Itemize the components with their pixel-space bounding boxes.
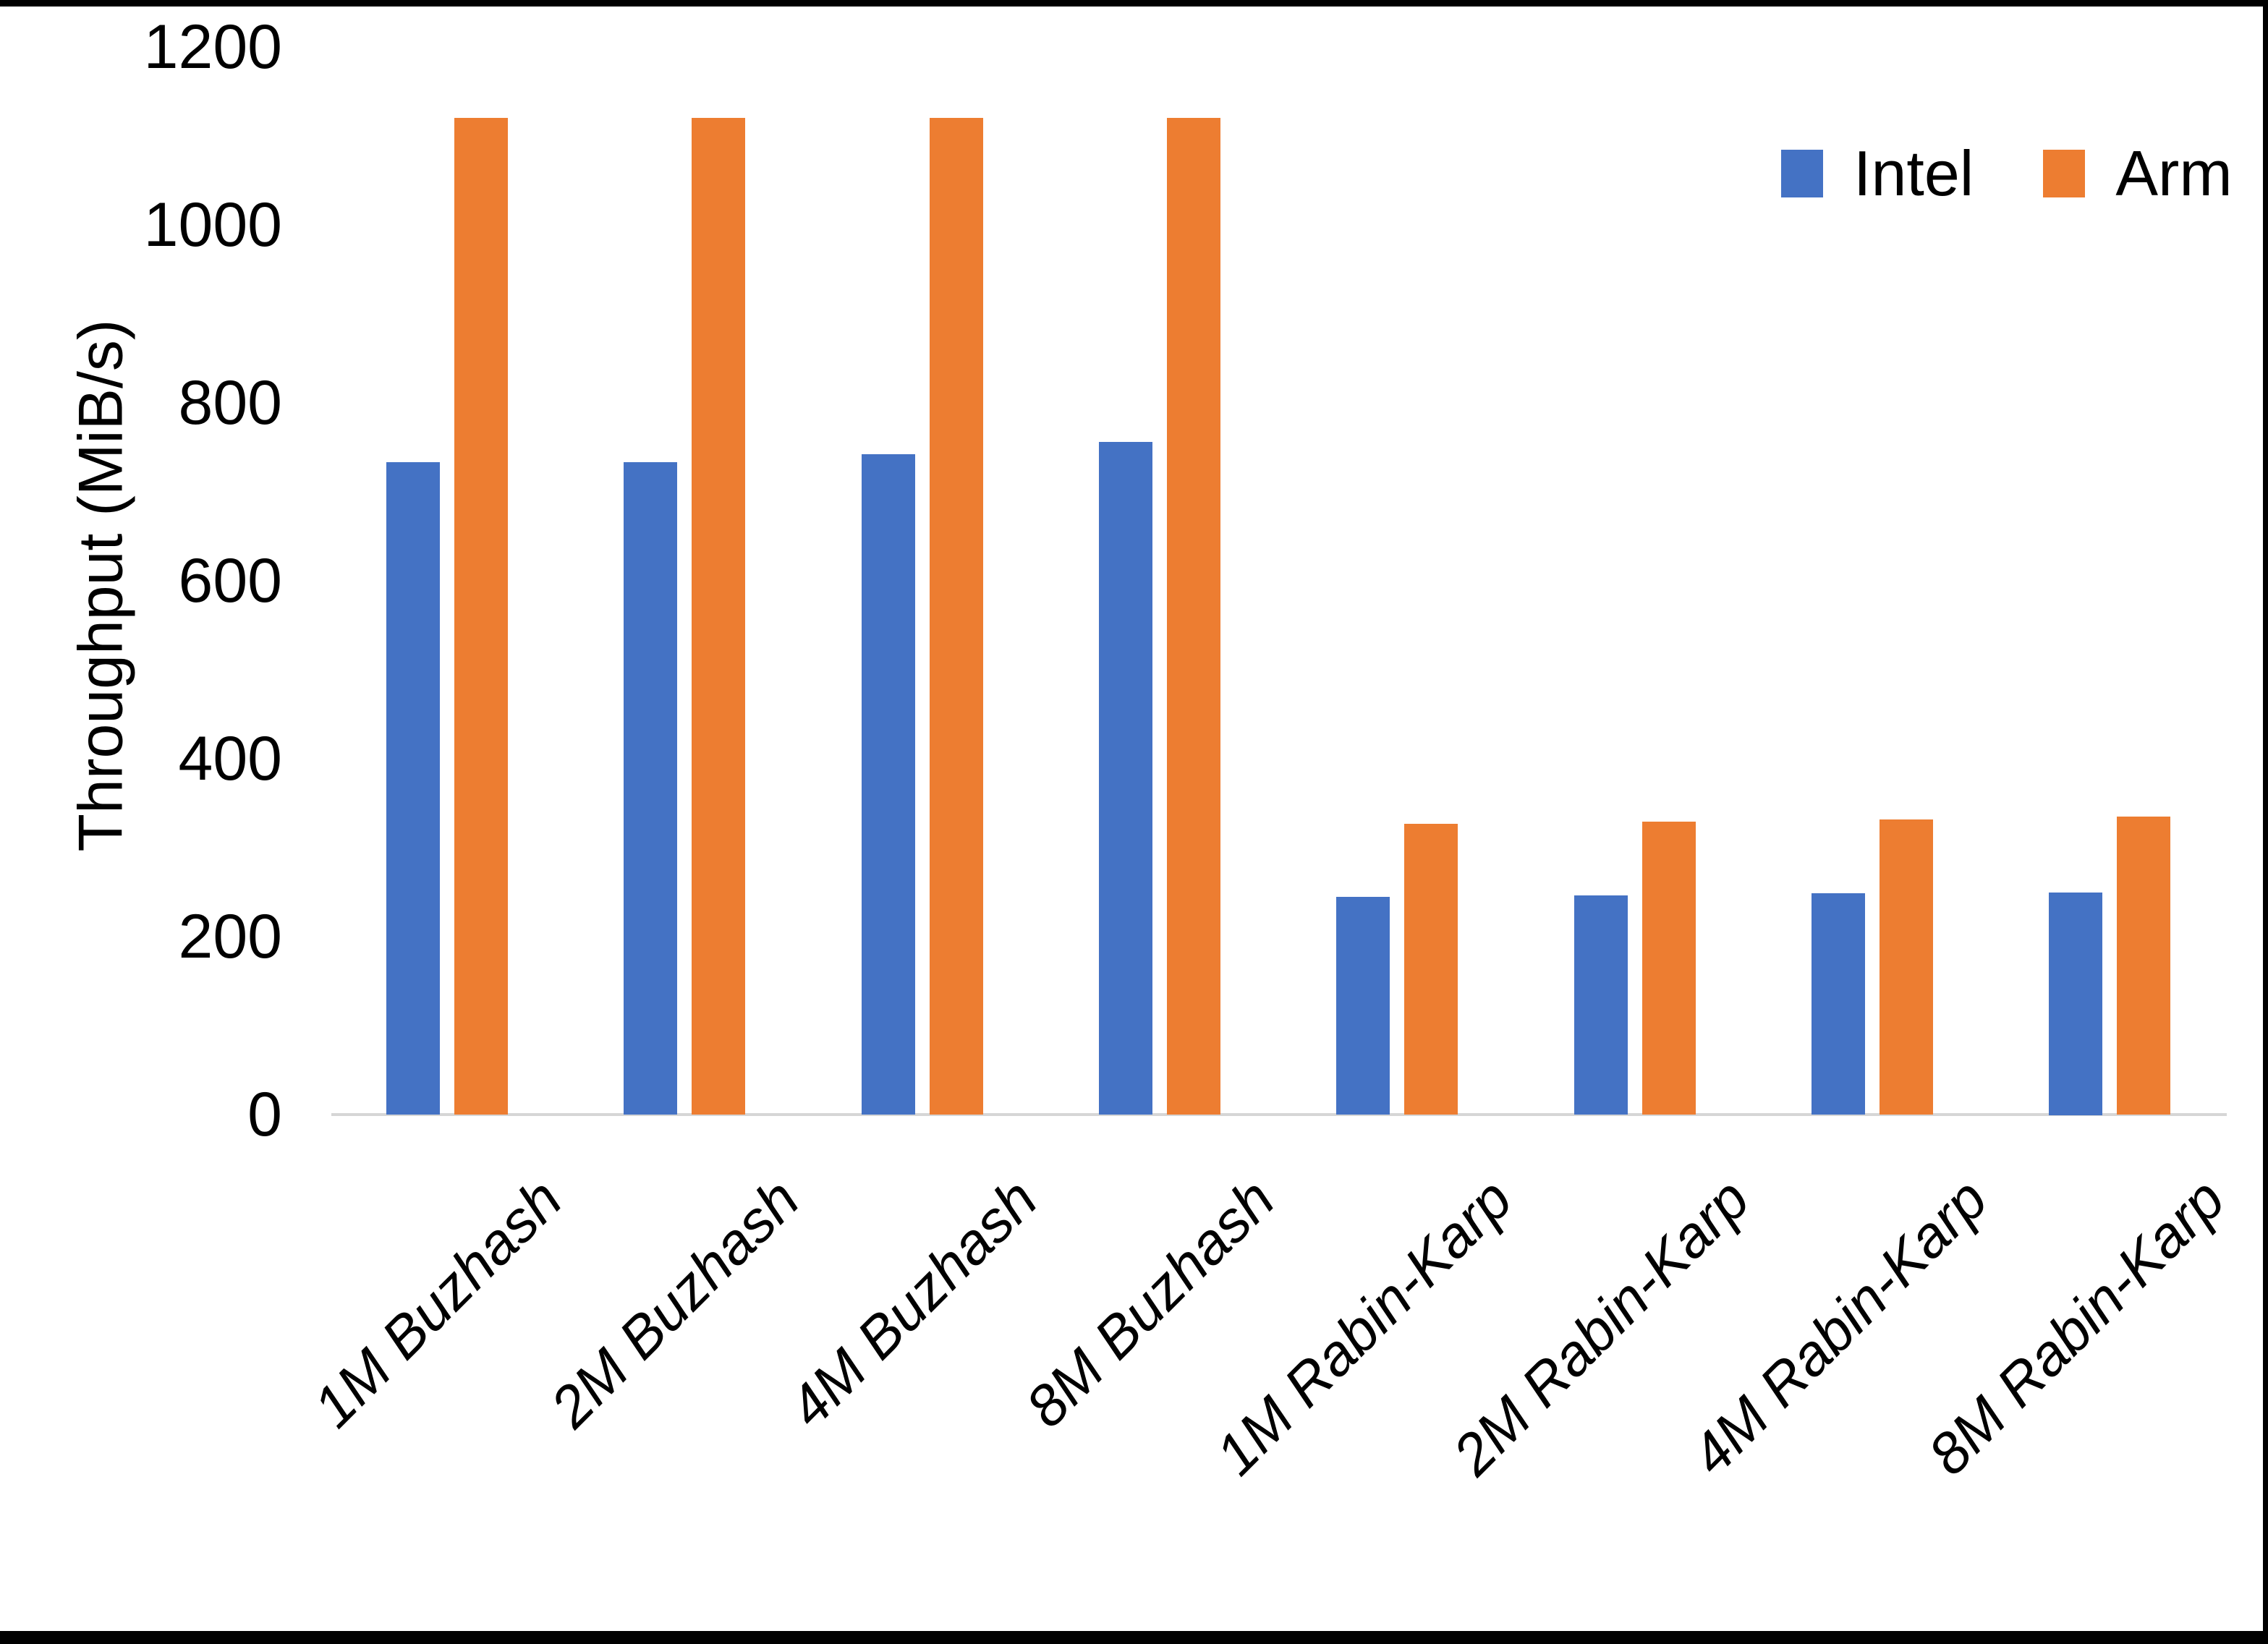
intel-series-swatch-icon <box>1781 150 1823 197</box>
y-tick-label-0: 0 <box>247 1080 282 1149</box>
x-category-label-1m-buzhash: 1M Buzhash <box>301 1166 574 1440</box>
bar-arm-2m-buzhash <box>692 118 745 1115</box>
legend-label-arm: Arm <box>2115 137 2233 209</box>
arm-series-swatch-icon <box>2043 150 2086 197</box>
bar-arm-2m-rabin-karp <box>1642 822 1696 1115</box>
legend-item-arm: Arm <box>2043 137 2233 209</box>
bar-intel-2m-rabin-karp <box>1574 895 1628 1115</box>
x-axis-line <box>331 1113 2227 1116</box>
y-tick-label-1200: 1200 <box>143 12 282 82</box>
bar-arm-8m-rabin-karp <box>2117 817 2170 1115</box>
bar-arm-4m-rabin-karp <box>1880 819 1933 1115</box>
legend-label-intel: Intel <box>1853 137 1974 209</box>
window-border-right <box>2263 0 2268 1644</box>
bar-intel-2m-buzhash <box>624 462 677 1115</box>
y-tick-label-200: 200 <box>178 902 283 971</box>
bar-intel-8m-rabin-karp <box>2049 893 2102 1115</box>
x-category-label-2m-buzhash: 2M Buzhash <box>538 1166 812 1440</box>
y-tick-label-600: 600 <box>178 546 283 616</box>
bar-arm-1m-buzhash <box>454 118 508 1115</box>
y-tick-label-800: 800 <box>178 368 283 438</box>
legend: Intel Arm <box>1781 142 2233 205</box>
bar-arm-1m-rabin-karp <box>1404 824 1458 1115</box>
bar-intel-4m-rabin-karp <box>1812 893 1865 1115</box>
bar-intel-1m-rabin-karp <box>1336 897 1390 1115</box>
y-tick-label-1000: 1000 <box>143 190 282 260</box>
window-border-top <box>0 0 2268 7</box>
bar-arm-8m-buzhash <box>1167 118 1220 1115</box>
window-border-bottom <box>0 1631 2268 1644</box>
bar-intel-1m-buzhash <box>386 462 440 1115</box>
y-tick-label-400: 400 <box>178 724 283 793</box>
bar-intel-4m-buzhash <box>862 454 915 1115</box>
bar-intel-8m-buzhash <box>1099 442 1152 1115</box>
legend-item-intel: Intel <box>1781 142 1974 205</box>
bar-arm-4m-buzhash <box>930 118 983 1115</box>
x-category-label-4m-buzhash: 4M Buzhash <box>776 1166 1050 1440</box>
